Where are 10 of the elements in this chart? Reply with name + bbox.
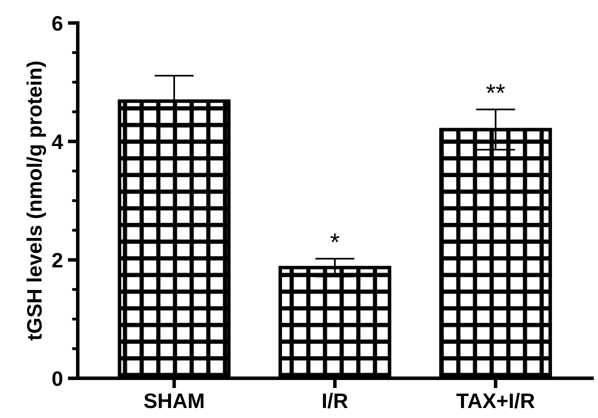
y-tick-label: 6 <box>52 16 62 31</box>
annotation: * <box>330 234 340 242</box>
y-tick-label: 4 <box>52 134 64 149</box>
y-axis-title: tGSH levels (nmol/g protein) <box>26 62 46 340</box>
x-tick-label: SHAM <box>144 393 204 408</box>
y-tick-label: 2 <box>52 252 62 268</box>
x-tick-label: TAX+I/R <box>456 392 535 408</box>
y-tick-label: 0 <box>52 371 62 386</box>
annotation: ** <box>486 84 505 94</box>
x-tick-label: I/R <box>322 392 348 408</box>
